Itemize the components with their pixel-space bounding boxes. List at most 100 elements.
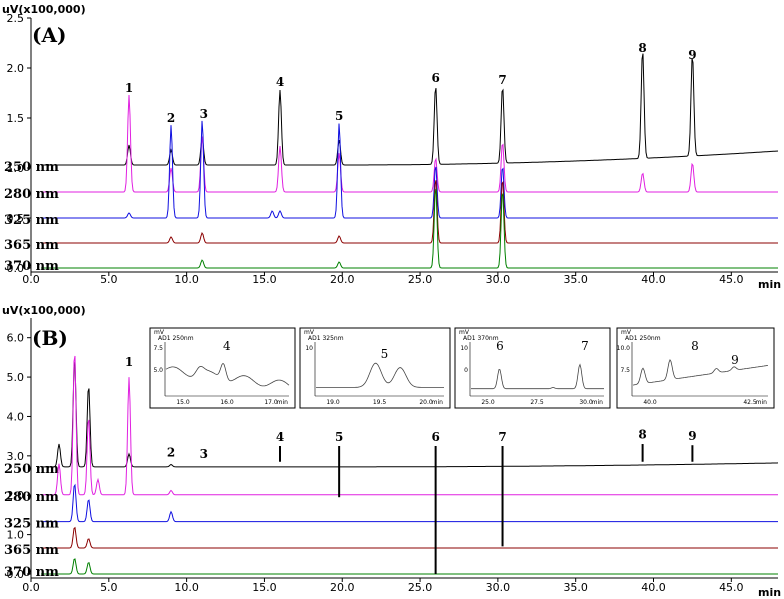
trace-label: 280 nm bbox=[4, 490, 59, 505]
inset-x-tick: 15.0 bbox=[176, 399, 190, 406]
inset-peak-label: 7 bbox=[581, 339, 589, 353]
x-tick-label: 0.0 bbox=[22, 273, 40, 286]
peak-label: 9 bbox=[688, 48, 696, 62]
y-tick-label: 2.0 bbox=[7, 489, 25, 502]
inset-y-unit: mV bbox=[459, 329, 470, 336]
inset-x-unit: min bbox=[592, 399, 604, 406]
y-tick-label: 6.0 bbox=[7, 332, 25, 345]
inset-y-unit: mV bbox=[621, 329, 632, 336]
x-tick-label: 30.0 bbox=[486, 581, 511, 594]
inset-trace-tag: AD1 250nm bbox=[625, 335, 661, 342]
x-tick-label: 40.0 bbox=[641, 273, 666, 286]
y-tick-label: 5.0 bbox=[7, 371, 25, 384]
inset-y-unit: mV bbox=[154, 329, 165, 336]
inset-x-tick: 42.5 bbox=[743, 399, 757, 406]
inset-trace-line bbox=[632, 359, 769, 386]
inset-y-tick: 10 bbox=[305, 345, 313, 352]
inset-peak-label: 4 bbox=[223, 339, 231, 353]
trace-line-325nm bbox=[41, 483, 778, 523]
x-tick-label: 20.0 bbox=[330, 273, 355, 286]
inset-y-tick: 10.0 bbox=[617, 345, 631, 352]
trace-line-365nm bbox=[41, 526, 778, 549]
panel-a: uV(x100,000) (A) min 0.0 5.0 10.0 15.0 20.0 2… bbox=[2, 3, 781, 291]
panel-b-label: (B) bbox=[32, 326, 68, 350]
inset-frame bbox=[149, 327, 296, 409]
peak-label: 4 bbox=[276, 75, 284, 89]
inset-x-tick: 19.0 bbox=[326, 399, 340, 406]
trace-label: 365 nm bbox=[4, 238, 59, 253]
trace-line-250nm bbox=[41, 362, 779, 468]
panel-a-x-unit-label: min bbox=[758, 278, 781, 291]
trace-label: 370 nm bbox=[4, 259, 59, 274]
trace-line-365nm bbox=[41, 180, 778, 244]
x-tick-label: 10.0 bbox=[174, 581, 199, 594]
x-tick-label: 40.0 bbox=[641, 581, 666, 594]
inset-x-unit: min bbox=[756, 399, 768, 406]
y-tick-label: 2.0 bbox=[7, 62, 25, 75]
inset-x-unit: min bbox=[277, 399, 289, 406]
y-tick-label: 2.5 bbox=[7, 12, 25, 25]
trace-line-280nm bbox=[41, 355, 778, 496]
x-tick-label: 5.0 bbox=[100, 581, 118, 594]
trace-line-325nm bbox=[41, 120, 778, 219]
peak-label: 7 bbox=[498, 73, 506, 87]
x-tick-label: 0.0 bbox=[22, 581, 40, 594]
peak-label: 2 bbox=[167, 111, 175, 125]
inset-trace-line bbox=[316, 362, 444, 388]
y-tick-label: 1.0 bbox=[7, 162, 25, 175]
inset-x-tick: 16.0 bbox=[220, 399, 234, 406]
peak-label: 7 bbox=[498, 430, 506, 444]
trace-label: 325 nm bbox=[4, 517, 59, 532]
x-tick-label: 25.0 bbox=[408, 581, 433, 594]
trace-line-250nm bbox=[41, 53, 779, 166]
peak-label: 3 bbox=[200, 447, 208, 461]
inset-x-tick: 27.5 bbox=[530, 399, 544, 406]
peak-label: 5 bbox=[335, 430, 343, 444]
inset-trace-tag: AD1 370nm bbox=[463, 335, 499, 342]
y-tick-label: 3.0 bbox=[7, 450, 25, 463]
y-tick-label: 4.0 bbox=[7, 410, 25, 423]
inset-y-tick: 0 bbox=[464, 367, 468, 374]
y-tick-label: 1.5 bbox=[7, 112, 25, 125]
peak-label: 3 bbox=[200, 107, 208, 121]
y-tick-label: 0.0 bbox=[7, 262, 25, 275]
peak-label: 8 bbox=[638, 428, 646, 442]
x-tick-label: 15.0 bbox=[252, 273, 277, 286]
y-tick-label: 0.0 bbox=[7, 568, 25, 581]
trace-line-370nm bbox=[41, 558, 778, 575]
trace-line-280nm bbox=[41, 94, 778, 193]
inset-x-tick: 20.0 bbox=[419, 399, 433, 406]
x-tick-label: 10.0 bbox=[174, 273, 199, 286]
peak-label: 6 bbox=[431, 430, 439, 444]
peak-label: 1 bbox=[125, 81, 133, 95]
inset-x-tick: 17.0 bbox=[264, 399, 278, 406]
inset-frame bbox=[454, 327, 611, 409]
x-tick-label: 45.0 bbox=[719, 273, 744, 286]
inset-trace-tag: AD1 325nm bbox=[308, 335, 344, 342]
trace-line-370nm bbox=[41, 188, 778, 269]
panel-b-y-unit-label: uV(x100,000) bbox=[2, 304, 86, 317]
inset-trace-line bbox=[471, 363, 604, 390]
x-tick-label: 30.0 bbox=[486, 273, 511, 286]
y-tick-label: 0.5 bbox=[7, 212, 25, 225]
trace-label: 280 nm bbox=[4, 187, 59, 202]
inset-peak-label: 5 bbox=[381, 347, 389, 361]
inset-x-tick: 30.0 bbox=[579, 399, 593, 406]
peak-label: 5 bbox=[335, 109, 343, 123]
x-tick-label: 45.0 bbox=[719, 581, 744, 594]
x-tick-label: 35.0 bbox=[563, 581, 588, 594]
trace-label: 250 nm bbox=[4, 160, 59, 175]
peak-label: 4 bbox=[276, 430, 284, 444]
inset-y-tick: 10 bbox=[460, 345, 468, 352]
panel-b: uV(x100,000) (B) min 0.0 5.0 10.0 15.0 20.0 2… bbox=[2, 304, 781, 599]
inset-x-tick: 25.0 bbox=[481, 399, 495, 406]
peak-label: 2 bbox=[167, 446, 175, 460]
trace-label: 365 nm bbox=[4, 543, 59, 558]
y-tick-label: 1.0 bbox=[7, 529, 25, 542]
inset-y-tick: 7.5 bbox=[620, 367, 630, 374]
trace-label: 250 nm bbox=[4, 462, 59, 477]
